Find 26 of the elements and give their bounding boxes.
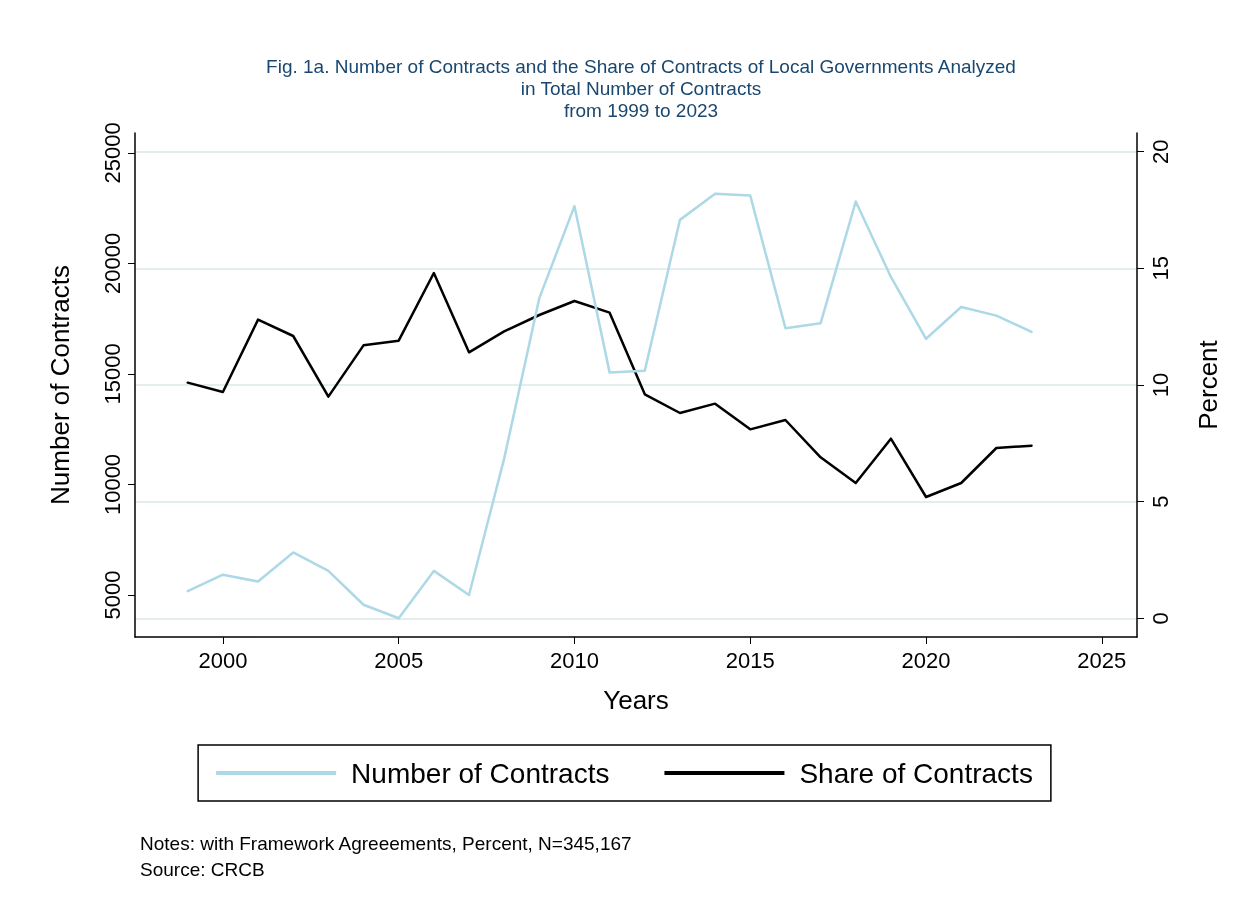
x-tick-label: 2015: [725, 647, 775, 673]
y2-tick-label: 20: [1147, 139, 1173, 164]
y-tick-label: 15000: [99, 343, 125, 405]
y2-tick-label: 15: [1147, 256, 1173, 281]
y-tick-label: 25000: [99, 122, 125, 184]
source-note: Source: CRCB: [140, 859, 265, 880]
y-axis-title: Number of Contracts: [45, 265, 75, 505]
x-tick-label: 2010: [550, 647, 599, 673]
y2-tick-label: 5: [1147, 495, 1173, 508]
y2-tick-label: 0: [1147, 612, 1173, 625]
x-axis-title: Years: [603, 685, 669, 715]
chart-title: Fig. 1a. Number of Contracts and the Share of Contracts of Local Governments Analyzed in Total Number of Contracts from 1999 to 2023: [266, 55, 1016, 121]
line-series: [186, 192, 1033, 620]
y-tick-label: 10000: [99, 453, 125, 516]
text: Notes: with Framework Agreeements, Percent, N=345,167: [140, 833, 632, 854]
legend-label: Number of Contracts: [351, 757, 610, 789]
legend-label: Share of Contracts: [799, 757, 1033, 789]
y-tick-label: 20000: [99, 232, 125, 295]
line-series: [186, 271, 1033, 499]
x-tick-label: 2025: [1077, 647, 1127, 673]
x-tick-label: 2020: [901, 647, 951, 673]
y2-tick-label: 10: [1147, 372, 1173, 398]
x-tick-label: 2005: [374, 647, 424, 673]
y2-axis-title: Percent: [1193, 339, 1223, 430]
y-tick-label: 5000: [99, 570, 125, 620]
x-tick-label: 2000: [198, 647, 248, 673]
